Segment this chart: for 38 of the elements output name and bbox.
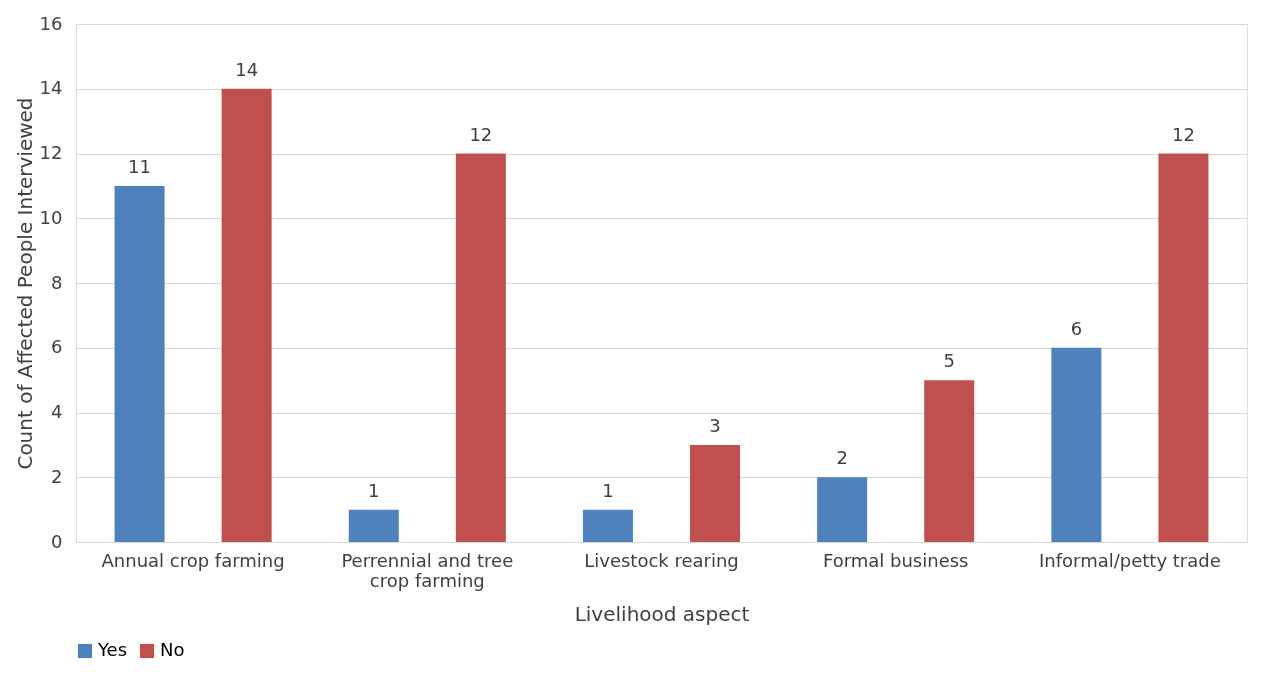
bar — [348, 509, 399, 542]
bar — [114, 185, 165, 542]
legend-label: No — [160, 639, 185, 660]
data-label: 11 — [128, 155, 152, 177]
data-label: 1 — [368, 479, 380, 501]
data-label: 2 — [836, 447, 848, 469]
y-tick-label: 8 — [51, 271, 63, 293]
data-label: 6 — [1070, 317, 1083, 339]
y-tick-label: 0 — [51, 530, 63, 552]
data-label: 3 — [709, 414, 721, 436]
data-label: 14 — [235, 58, 259, 80]
data-label: 12 — [469, 123, 493, 145]
bar — [1051, 347, 1102, 542]
data-label: 12 — [1171, 123, 1195, 145]
y-tick-label: 2 — [51, 465, 63, 487]
y-tick-label: 10 — [39, 206, 63, 228]
x-tick-label: Informal/petty trade — [1039, 549, 1221, 571]
bar — [924, 380, 975, 542]
x-tick-label: Livestock rearing — [584, 549, 739, 571]
bar — [455, 153, 506, 542]
x-axis-title: Livelihood aspect — [574, 601, 750, 626]
y-axis-title: Count of Affected People Interviewed — [12, 97, 37, 470]
data-label: 1 — [602, 479, 614, 501]
y-tick-label: 12 — [39, 142, 63, 163]
data-label: 5 — [943, 350, 955, 372]
x-tick-label: Formal business — [822, 549, 969, 571]
bar — [221, 88, 272, 542]
y-tick-label: 4 — [51, 401, 63, 422]
y-tick-label: 16 — [39, 12, 63, 34]
bar — [817, 477, 868, 542]
bar — [1158, 153, 1209, 542]
bar — [582, 509, 633, 542]
bar — [690, 444, 741, 542]
x-tick-label: Annual crop farming — [101, 549, 285, 571]
y-tick-label: 6 — [51, 336, 63, 358]
legend-label: Yes — [97, 639, 128, 660]
y-tick-label: 14 — [39, 77, 63, 99]
x-tick-label: Perrennial and tree crop farming — [341, 549, 514, 591]
